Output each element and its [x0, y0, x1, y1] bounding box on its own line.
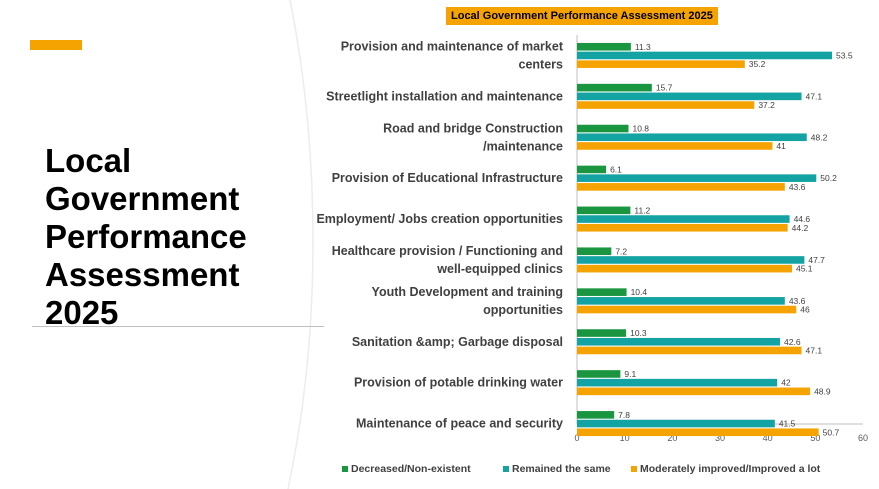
- data-label: 44.2: [792, 223, 809, 233]
- data-label: 47.1: [806, 345, 823, 355]
- bar: [577, 297, 785, 305]
- data-label: 41.5: [779, 419, 796, 429]
- slide-title-line: 2025: [45, 294, 119, 331]
- bar: [577, 92, 802, 101]
- data-label: 11.2: [634, 205, 650, 215]
- data-label: 43.6: [789, 182, 806, 192]
- category-label: Road and bridge Construction: [383, 121, 563, 135]
- bar: [577, 60, 745, 68]
- data-label: 45.1: [796, 264, 813, 274]
- bar: [577, 428, 819, 437]
- data-label: 47.1: [806, 91, 823, 101]
- data-label: 42: [781, 378, 791, 388]
- category-label: /maintenance: [483, 139, 563, 153]
- category-label: Provision of potable drinking water: [354, 376, 563, 390]
- category-label: Employment/ Jobs creation opportunities: [316, 212, 563, 226]
- data-label: 50.2: [820, 173, 837, 183]
- category-label: Provision of Educational Infrastructure: [332, 171, 563, 185]
- x-tick-label: 30: [715, 433, 725, 443]
- data-label: 9.1: [624, 369, 636, 379]
- category-label: centers: [519, 57, 564, 71]
- bar: [577, 215, 790, 223]
- data-label: 37.2: [758, 100, 775, 110]
- bar: [577, 264, 792, 273]
- slide-title: Local Government Performance Assessment …: [45, 142, 285, 332]
- bar: [577, 370, 621, 378]
- legend-swatch: [631, 466, 637, 472]
- data-label: 41: [776, 141, 786, 151]
- legend-entry: Remained the same: [512, 463, 611, 475]
- data-label: 44.6: [794, 214, 811, 224]
- data-label: 10.4: [631, 287, 648, 297]
- bar: [577, 329, 627, 337]
- bar: [577, 387, 811, 396]
- data-label: 47.7: [808, 255, 825, 265]
- bar: [577, 174, 817, 182]
- bar: [577, 223, 788, 232]
- bar: [577, 411, 615, 419]
- bar: [577, 124, 629, 133]
- bar: [577, 42, 631, 51]
- category-label: Healthcare provision / Functioning and: [332, 244, 563, 258]
- slide-title-line: Government: [45, 180, 240, 217]
- data-label: 48.2: [811, 132, 828, 142]
- bar: [577, 51, 833, 60]
- category-label: well-equipped clinics: [436, 262, 563, 276]
- data-label: 15.7: [656, 83, 673, 93]
- bar: [577, 206, 631, 215]
- bar: [577, 133, 807, 142]
- x-tick-label: 50: [810, 433, 820, 443]
- category-label: Provision and maintenance of market: [341, 39, 564, 53]
- data-label: 50.7: [823, 427, 840, 437]
- data-label: 42.6: [784, 337, 801, 347]
- bar: [577, 305, 797, 314]
- legend-swatch: [503, 466, 509, 472]
- category-label: Youth Development and training: [372, 285, 563, 299]
- x-tick-label: 20: [667, 433, 677, 443]
- bar: [577, 83, 652, 92]
- data-label: 43.6: [789, 296, 806, 306]
- bar: [577, 256, 805, 264]
- bar: [577, 101, 755, 109]
- data-label: 10.8: [632, 124, 649, 134]
- data-label: 48.9: [814, 386, 831, 396]
- legend-entry: Decreased/Non-existent: [351, 463, 471, 475]
- bar: [577, 346, 802, 355]
- bar: [577, 142, 773, 150]
- category-label: opportunities: [483, 303, 563, 317]
- data-label: 46: [800, 305, 810, 315]
- x-tick-label: 0: [574, 433, 579, 443]
- bar: [577, 183, 785, 191]
- chart-title: Local Government Performance Assessment …: [446, 7, 718, 25]
- data-label: 6.1: [610, 164, 622, 174]
- slide-title-line: Local: [45, 142, 132, 179]
- bar: [577, 165, 607, 174]
- bar: [577, 337, 781, 346]
- x-tick-label: 10: [620, 433, 630, 443]
- data-label: 7.2: [615, 246, 627, 256]
- bar: [577, 288, 627, 296]
- category-label: Streetlight installation and maintenance: [326, 89, 563, 103]
- legend-entry: Moderately improved/Improved a lot: [640, 463, 821, 475]
- data-label: 7.8: [618, 410, 630, 420]
- category-label: Sanitation &amp; Garbage disposal: [352, 335, 563, 349]
- category-label: Maintenance of peace and security: [356, 417, 563, 431]
- slide-title-line: Performance: [45, 218, 247, 255]
- bar: [577, 378, 778, 387]
- slide-title-line: Assessment: [45, 256, 240, 293]
- data-label: 53.5: [836, 50, 853, 60]
- x-tick-label: 40: [763, 433, 773, 443]
- accent-bar: [30, 40, 82, 50]
- data-label: 10.3: [630, 328, 647, 338]
- bar: [577, 419, 775, 428]
- data-label: 35.2: [749, 59, 766, 69]
- data-label: 11.3: [635, 42, 651, 52]
- x-tick-label: 60: [858, 433, 868, 443]
- divider-line: [32, 326, 324, 327]
- bar: [577, 247, 612, 256]
- legend-swatch: [342, 466, 348, 472]
